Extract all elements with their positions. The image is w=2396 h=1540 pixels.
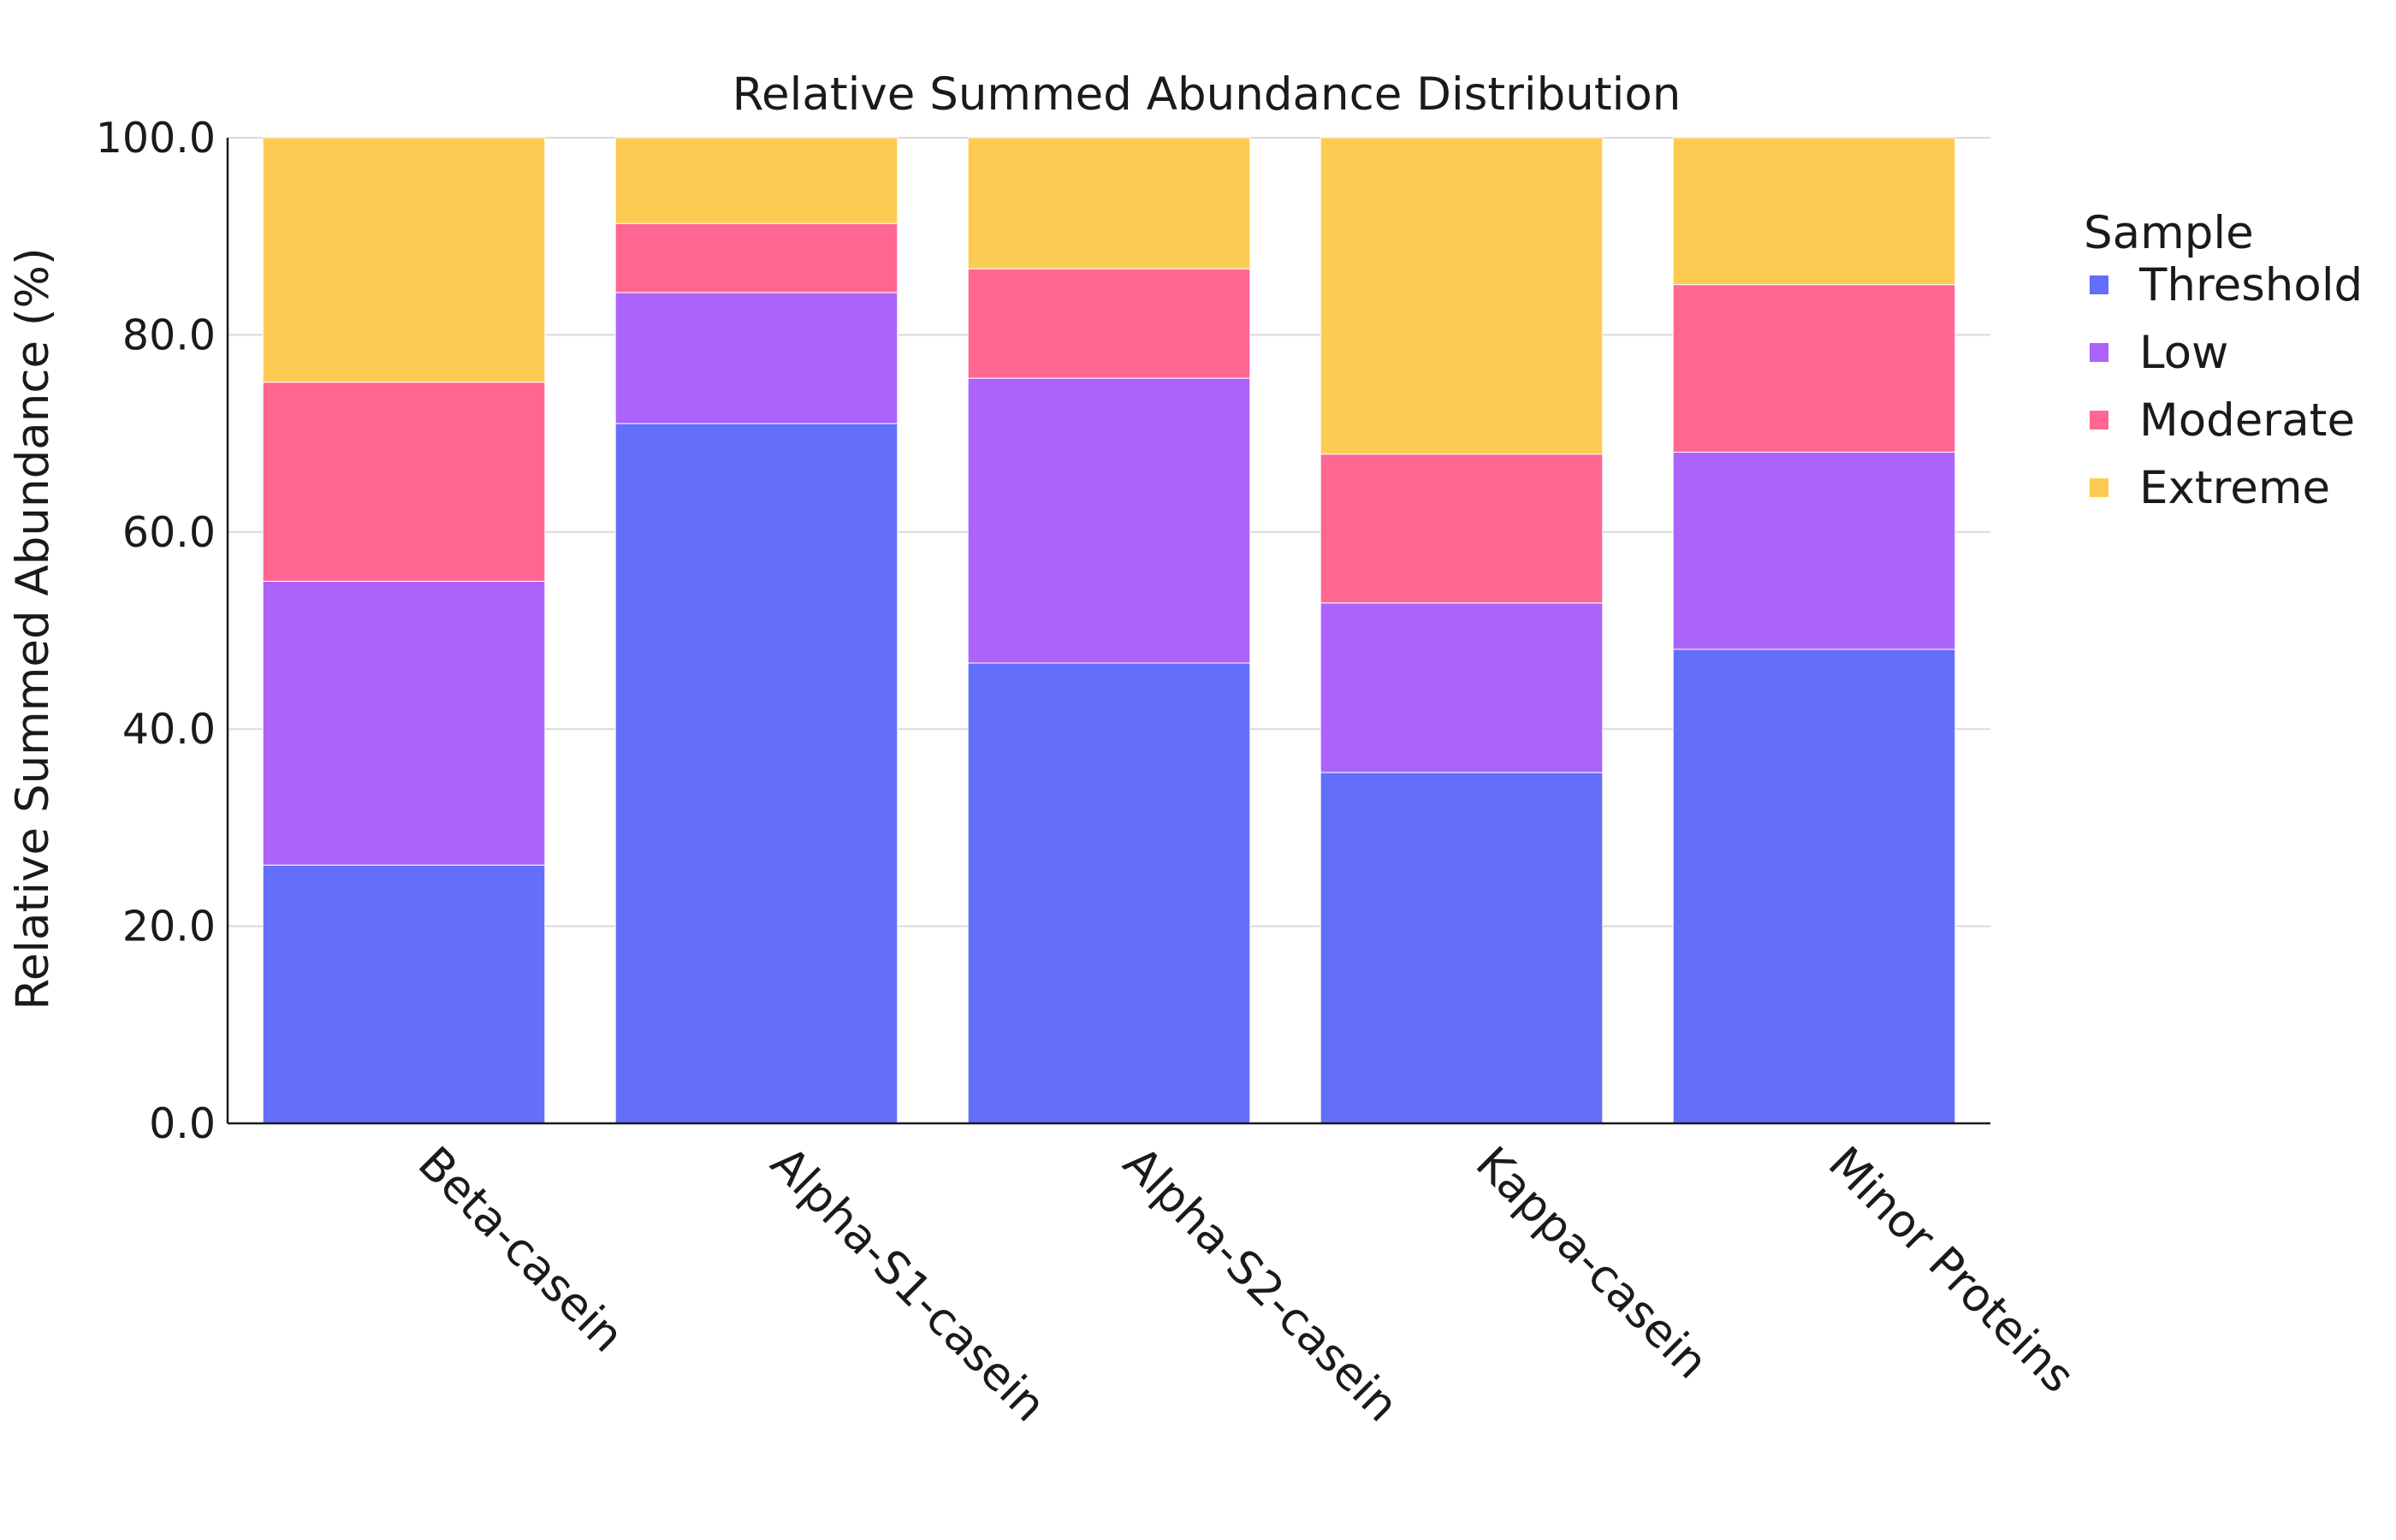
x-tick-label-0: Beta-casein — [408, 1137, 633, 1362]
bar-alpha-s2-casein-moderate — [967, 268, 1251, 379]
x-tick-label-4: Minor Proteins — [1818, 1137, 2085, 1403]
bar-alpha-s1-casein-moderate — [614, 222, 898, 293]
x-tick-label-2: Alpha-S2-casein — [1113, 1137, 1409, 1432]
bar-alpha-s1-casein-extreme — [614, 137, 898, 224]
bar-alpha-s2-casein-threshold — [967, 662, 1251, 1124]
bar-alpha-s2-casein-extreme — [967, 137, 1251, 270]
legend-swatch-moderate — [2090, 411, 2108, 429]
bar-alpha-s1-casein-threshold — [614, 423, 898, 1124]
bar-minor-proteins-extreme — [1672, 137, 1956, 286]
x-tick-labels: Beta-casein Alpha-S1-casein Alpha-S2-casei… — [408, 1137, 2085, 1432]
legend-label-moderate: Moderate — [2139, 394, 2355, 447]
bar-beta-casein-moderate — [262, 382, 546, 582]
bar-alpha-s1-casein-low — [614, 292, 898, 424]
x-tick-label-3: Kappa-casein — [1466, 1137, 1717, 1389]
bar-minor-proteins-low — [1672, 451, 1956, 650]
bar-kappa-casein-low — [1320, 602, 1604, 773]
bar-alpha-s2-casein-low — [967, 377, 1251, 664]
y-tick-label-3: 60.0 — [122, 508, 216, 557]
bar-kappa-casein-moderate — [1320, 453, 1604, 604]
x-tick-label-1: Alpha-S1-casein — [761, 1137, 1056, 1432]
y-tick-label-2: 40.0 — [122, 705, 216, 754]
legend-label-extreme: Extreme — [2139, 462, 2330, 514]
bars — [262, 137, 1956, 1124]
y-tick-label-1: 20.0 — [122, 903, 216, 951]
axes — [226, 138, 1990, 1125]
y-tick-label-4: 80.0 — [122, 311, 216, 359]
legend-swatch-extreme — [2090, 478, 2108, 497]
chart-title: Relative Summed Abundance Distribution — [732, 68, 1681, 121]
legend-items: Threshold Low Moderate Extreme — [2090, 259, 2363, 514]
bar-beta-casein-threshold — [262, 864, 546, 1124]
y-tick-label-0: 0.0 — [149, 1099, 216, 1148]
bar-kappa-casein-threshold — [1320, 772, 1604, 1124]
bar-beta-casein-extreme — [262, 137, 546, 383]
legend: Sample Threshold Low Moderate Extreme — [2084, 207, 2363, 514]
bar-minor-proteins-threshold — [1672, 649, 1956, 1124]
y-axis-label: Relative Summed Abundance (%) — [7, 247, 59, 1010]
y-tick-labels: 0.0 20.0 40.0 60.0 80.0 100.0 — [96, 114, 216, 1148]
legend-swatch-threshold — [2090, 275, 2108, 294]
legend-label-threshold: Threshold — [2138, 259, 2363, 311]
legend-swatch-low — [2090, 343, 2108, 362]
bar-minor-proteins-moderate — [1672, 284, 1956, 453]
y-tick-label-5: 100.0 — [96, 114, 216, 163]
legend-label-low: Low — [2139, 327, 2228, 379]
bar-kappa-casein-extreme — [1320, 137, 1604, 455]
bar-beta-casein-low — [262, 580, 546, 866]
legend-title: Sample — [2084, 207, 2254, 259]
